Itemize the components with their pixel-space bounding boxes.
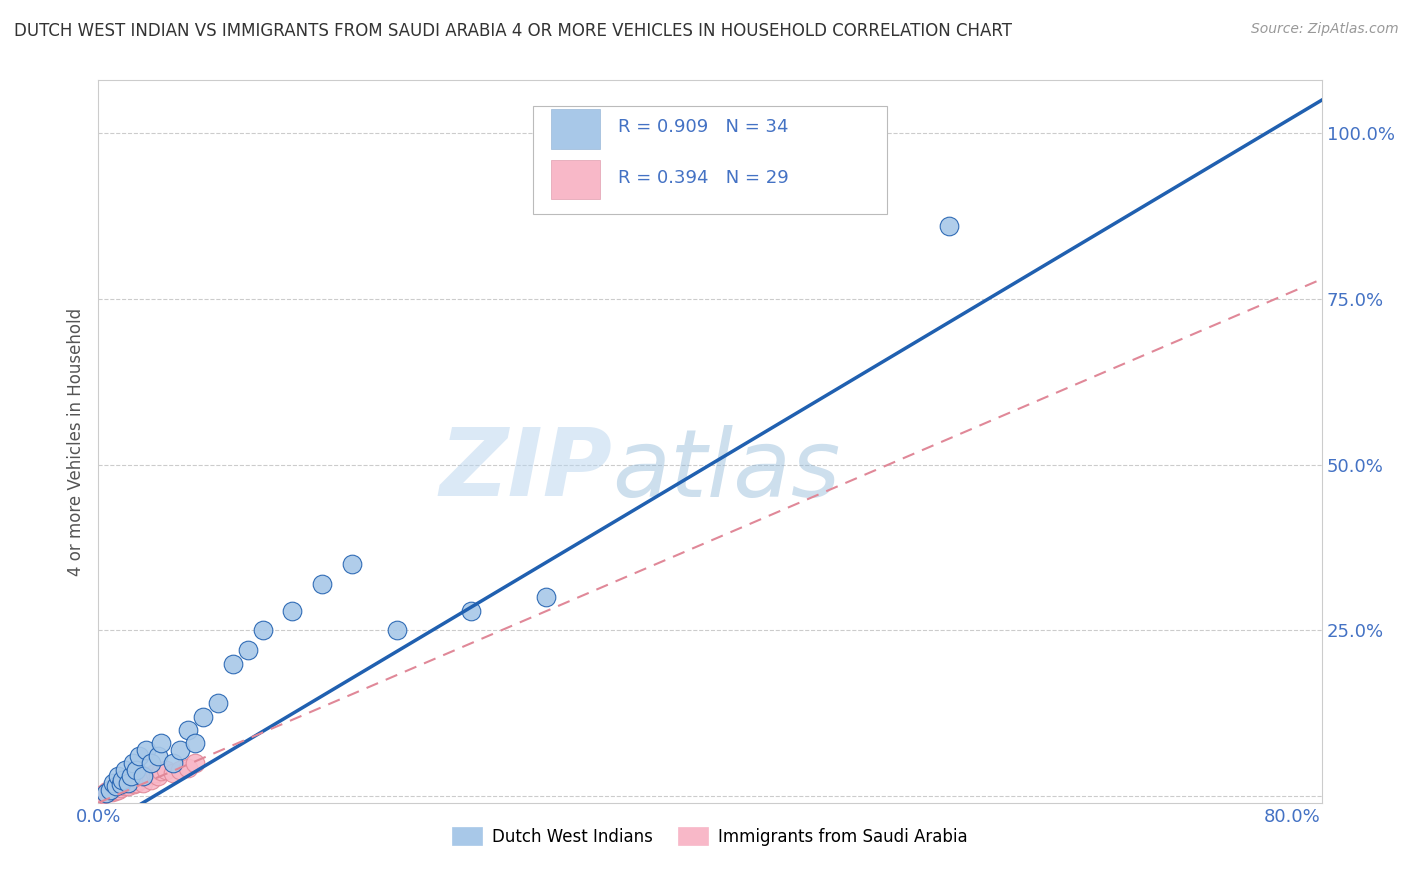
Point xyxy=(169,763,191,777)
Point xyxy=(177,761,200,775)
Point xyxy=(91,787,114,801)
Point xyxy=(184,736,207,750)
FancyBboxPatch shape xyxy=(551,160,600,200)
Point xyxy=(340,557,363,571)
Point xyxy=(143,766,166,780)
FancyBboxPatch shape xyxy=(533,105,887,214)
Text: DUTCH WEST INDIAN VS IMMIGRANTS FROM SAUDI ARABIA 4 OR MORE VEHICLES IN HOUSEHOL: DUTCH WEST INDIAN VS IMMIGRANTS FROM SAU… xyxy=(14,22,1012,40)
Point xyxy=(98,782,121,797)
Point xyxy=(120,769,142,783)
Point xyxy=(117,776,139,790)
Point xyxy=(132,769,155,783)
Text: Source: ZipAtlas.com: Source: ZipAtlas.com xyxy=(1251,22,1399,37)
Point xyxy=(534,591,557,605)
Point xyxy=(184,756,207,770)
Point xyxy=(252,624,274,638)
Point xyxy=(122,777,145,791)
Point xyxy=(162,766,184,780)
Point xyxy=(191,709,214,723)
Point xyxy=(111,777,134,791)
Point xyxy=(120,772,142,787)
Point xyxy=(146,749,169,764)
Point xyxy=(98,782,121,797)
Point xyxy=(139,756,162,770)
Point xyxy=(101,785,124,799)
Point xyxy=(121,756,143,770)
Point xyxy=(135,769,157,783)
Point xyxy=(125,776,148,790)
Point xyxy=(117,779,139,793)
Point xyxy=(311,577,333,591)
Point xyxy=(110,781,132,796)
Text: R = 0.909   N = 34: R = 0.909 N = 34 xyxy=(619,119,789,136)
Point xyxy=(128,772,150,787)
Point xyxy=(162,756,184,770)
Point xyxy=(112,779,135,793)
Y-axis label: 4 or more Vehicles in Household: 4 or more Vehicles in Household xyxy=(66,308,84,575)
Text: R = 0.394   N = 29: R = 0.394 N = 29 xyxy=(619,169,789,186)
Point xyxy=(221,657,243,671)
Text: ZIP: ZIP xyxy=(439,425,612,516)
Point xyxy=(96,784,118,798)
Legend: Dutch West Indians, Immigrants from Saudi Arabia: Dutch West Indians, Immigrants from Saud… xyxy=(446,821,974,852)
Point xyxy=(105,779,128,793)
Point xyxy=(150,764,173,778)
Point xyxy=(103,781,125,796)
Point xyxy=(385,624,408,638)
Point xyxy=(94,786,117,800)
Point xyxy=(114,763,136,777)
Point xyxy=(169,743,191,757)
Point xyxy=(104,784,127,798)
Point xyxy=(94,786,117,800)
Point xyxy=(110,777,132,791)
Point xyxy=(103,776,125,790)
FancyBboxPatch shape xyxy=(551,109,600,149)
Point xyxy=(155,763,177,777)
Point xyxy=(150,736,173,750)
Point xyxy=(281,603,304,617)
Point xyxy=(114,776,136,790)
Point xyxy=(111,772,134,787)
Point xyxy=(938,219,960,233)
Point xyxy=(146,769,169,783)
Point xyxy=(236,643,259,657)
Point xyxy=(177,723,200,737)
Point xyxy=(135,743,157,757)
Point xyxy=(132,776,155,790)
Point xyxy=(139,772,162,787)
Point xyxy=(107,769,129,783)
Point xyxy=(207,697,229,711)
Point xyxy=(105,779,128,793)
Point xyxy=(128,749,150,764)
Point xyxy=(460,603,482,617)
Point xyxy=(125,763,148,777)
Text: atlas: atlas xyxy=(612,425,841,516)
Point xyxy=(107,782,129,797)
